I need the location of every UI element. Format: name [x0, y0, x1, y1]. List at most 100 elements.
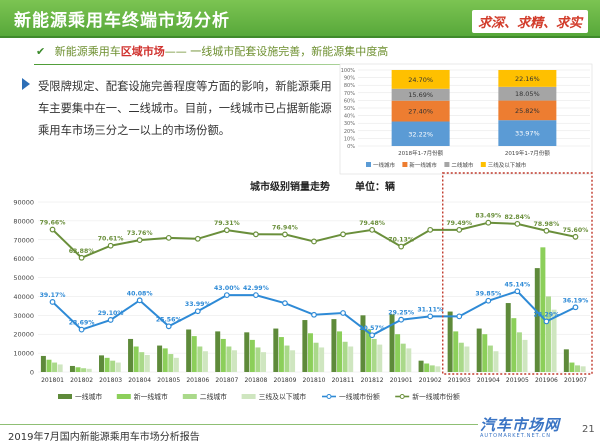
mini-y-tick: 30% [344, 121, 355, 127]
page-number: 21 [582, 424, 595, 435]
share-point [136, 237, 143, 243]
share-point [456, 226, 463, 233]
main-y-tick: 70000 [13, 236, 34, 244]
mini-bar-label: 22.16% [515, 75, 540, 83]
main-bar [215, 331, 221, 372]
main-x-tick: 201811 [332, 377, 355, 384]
mini-y-tick: 10% [344, 136, 355, 142]
main-bar [162, 348, 168, 372]
mini-y-tick: 40% [344, 114, 355, 120]
main-bar [575, 365, 581, 372]
share-label: 76.94% [272, 224, 298, 231]
subtitle: ✔ 新能源乘用车区域市场—— 一线城市配套设施完善，新能源集中度高 [36, 43, 388, 63]
main-bar [57, 364, 63, 372]
main-bar [104, 357, 110, 372]
main-bar [366, 329, 372, 372]
check-icon: ✔ [36, 45, 46, 58]
share-point [78, 326, 85, 333]
main-bar [255, 347, 261, 372]
main-bar [46, 359, 52, 372]
subtitle-part-c: —— 一线城市配套设施完善，新能源集中度高 [164, 45, 389, 58]
share-point [223, 227, 230, 234]
main-bar [505, 303, 511, 372]
mini-bar-label: 24.70% [408, 76, 433, 84]
main-legend-label: 二线城市 [200, 392, 227, 401]
main-bar [516, 332, 522, 372]
mini-legend-label: 二线城市 [451, 161, 474, 169]
main-bar [157, 345, 163, 372]
share-point [398, 316, 405, 323]
share-point [340, 310, 346, 316]
main-bar [464, 346, 470, 372]
main-bar [133, 346, 139, 372]
mini-bar-segment [391, 88, 450, 101]
main-bar [389, 314, 395, 372]
main-bar [395, 334, 401, 372]
share-point [252, 292, 259, 299]
main-bar [435, 366, 441, 372]
slogan: 求深、求精、求实 [471, 10, 588, 33]
main-bar [337, 331, 343, 372]
mini-y-tick: 80% [344, 83, 355, 89]
share-label: 82.84% [504, 214, 530, 221]
share-point [485, 297, 492, 304]
main-bar [173, 357, 179, 372]
share-point [456, 313, 463, 320]
brand-logo: 汽车市场网 AUTOMARKET.NET.CN [480, 414, 580, 442]
main-bar [278, 337, 284, 372]
main-bar [69, 365, 75, 372]
main-legend-swatch [58, 394, 72, 399]
bullet-text: 受限牌规定、配套设施完善程度等方面的影响，新能源乘用车主要集中在一、二线城市。目… [38, 80, 332, 137]
mini-y-tick: 20% [344, 129, 355, 135]
main-bar [424, 363, 430, 372]
main-bar [191, 336, 197, 372]
main-x-tick: 201807 [215, 377, 238, 384]
mini-bar-segment [498, 120, 557, 146]
main-bar [302, 320, 308, 372]
share-label: 25.56% [156, 316, 182, 323]
share-point [543, 318, 550, 325]
share-point [311, 311, 317, 318]
share-point [165, 323, 172, 330]
main-bar [319, 347, 325, 372]
main-bar [487, 345, 493, 372]
main-legend-label: 三线及以下城市 [259, 392, 307, 401]
mini-bar-label: 15.69% [408, 91, 433, 99]
mini-bar-segment [498, 100, 557, 121]
logo-text: 汽车市场网 [480, 416, 561, 434]
main-x-tick: 201809 [273, 377, 296, 384]
main-legend-label: 一线城市份额 [339, 392, 380, 401]
main-bar [371, 338, 377, 372]
main-bar [231, 350, 237, 372]
share-label: 23.69% [69, 320, 95, 327]
share-point [107, 317, 114, 323]
share-point [78, 254, 85, 261]
share-label: 39.85% [475, 291, 501, 298]
share-point [543, 227, 550, 234]
main-bar [202, 351, 208, 372]
main-bar [511, 318, 517, 372]
main-y-tick: 40000 [13, 293, 34, 301]
main-y-tick: 80000 [13, 217, 34, 225]
main-bar [429, 365, 435, 372]
mini-bar-segment [498, 70, 557, 87]
mini-bar-label: 25.82% [515, 107, 540, 115]
main-legend-swatch [241, 394, 256, 399]
main-bar [168, 354, 174, 372]
main-x-tick: 201805 [157, 377, 180, 384]
main-bar [226, 346, 232, 372]
main-bar [75, 367, 81, 372]
main-bar [580, 366, 586, 372]
triangle-bullet-icon [22, 78, 30, 90]
main-bar [244, 332, 250, 372]
main-x-tick: 201801 [41, 377, 64, 384]
main-bar [400, 343, 406, 372]
mini-legend-label: 三线及以下城市 [488, 161, 527, 169]
share-point [427, 313, 434, 320]
share-label: 43.00% [214, 285, 240, 292]
share-point [572, 233, 579, 240]
main-x-tick: 201812 [361, 377, 384, 384]
main-bar [493, 351, 499, 372]
main-bar [220, 338, 226, 372]
